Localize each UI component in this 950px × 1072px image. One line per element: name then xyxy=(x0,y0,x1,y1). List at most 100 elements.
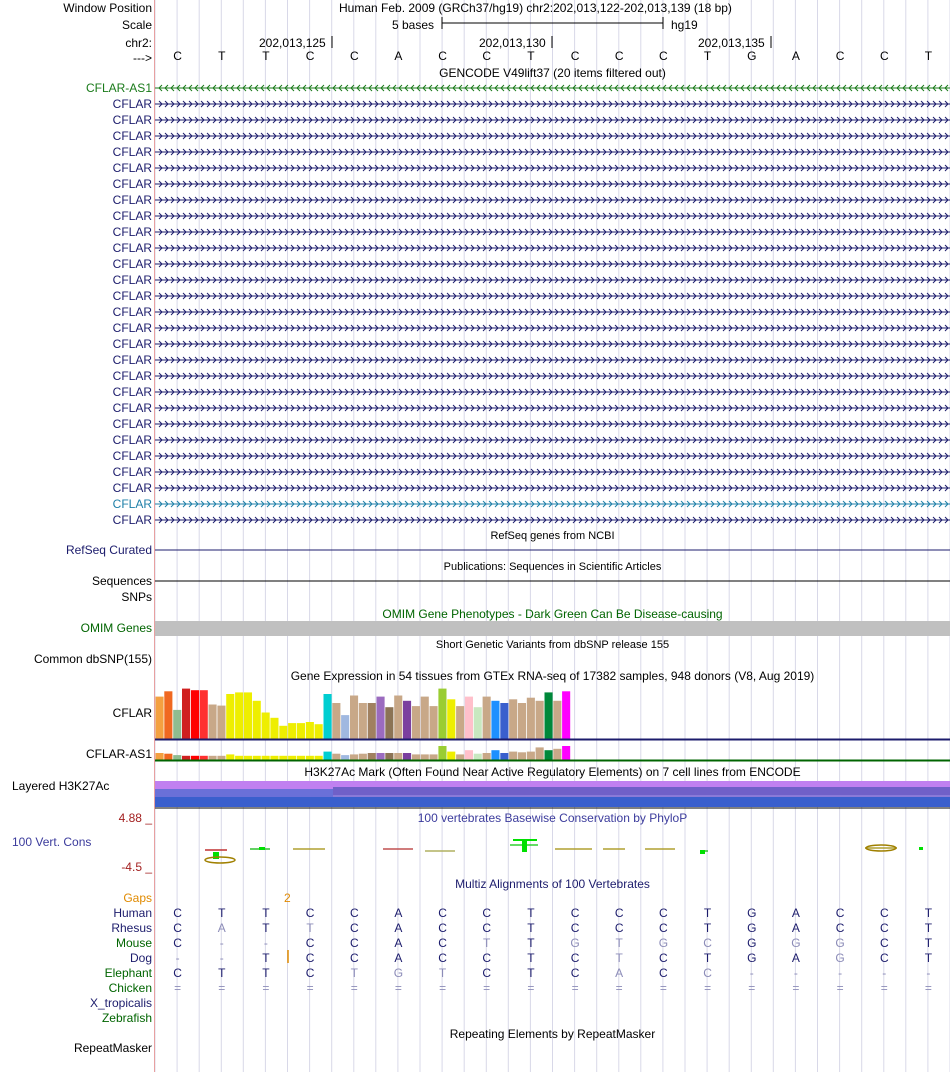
alignment-base: A xyxy=(394,921,403,935)
gtex-cflar-bar xyxy=(226,694,235,739)
gtex-cflar-as1-bar xyxy=(226,754,235,760)
gtex-cflar-bar xyxy=(385,707,394,739)
alignment-base: = xyxy=(571,981,579,995)
reference-base: C xyxy=(879,49,889,63)
gtex-cflar-as1-bar xyxy=(429,754,438,760)
gencode-transcript xyxy=(155,180,950,188)
omim-genes-label[interactable]: OMIM Genes xyxy=(80,621,152,635)
gtex-cflar-bar xyxy=(394,695,403,739)
alignment-base: C xyxy=(703,936,712,950)
gtex-cflar-label[interactable]: CFLAR xyxy=(112,706,152,720)
repeatmasker-label[interactable]: RepeatMasker xyxy=(73,1041,152,1055)
gencode-transcript-label[interactable]: CFLAR-AS1 xyxy=(85,81,152,95)
gencode-transcript xyxy=(155,196,950,204)
gtex-cflar-bar xyxy=(314,724,323,739)
species-label: Dog xyxy=(129,951,152,965)
gencode-transcript-label[interactable]: CFLAR xyxy=(112,497,152,511)
gencode-transcript-label[interactable]: CFLAR xyxy=(112,161,152,175)
gencode-transcript xyxy=(155,468,950,476)
gencode-transcript-label[interactable]: CFLAR xyxy=(112,401,152,415)
phylop-mark xyxy=(259,847,265,850)
ruler-position-2: 202,013,130 xyxy=(479,36,546,50)
gencode-transcript-label[interactable]: CFLAR xyxy=(112,305,152,319)
alignment-base: C xyxy=(173,921,182,935)
gencode-transcript-label[interactable]: CFLAR xyxy=(112,113,152,127)
gtex-cflar-bar xyxy=(464,696,473,739)
gencode-transcript-label[interactable]: CFLAR xyxy=(112,257,152,271)
gencode-transcript-label[interactable]: CFLAR xyxy=(112,337,152,351)
gtex-cflar-as1-label[interactable]: CFLAR-AS1 xyxy=(85,747,152,761)
gtex-cflar-as1-bar xyxy=(482,753,491,760)
gtex-cflar-bar xyxy=(323,694,332,739)
gencode-transcript-label[interactable]: CFLAR xyxy=(112,385,152,399)
gtex-cflar-as1-bar xyxy=(243,755,252,760)
gencode-transcript-label[interactable]: CFLAR xyxy=(112,481,152,495)
species-label: Rhesus xyxy=(111,921,152,935)
omim-track-title: OMIM Gene Phenotypes - Dark Green Can Be… xyxy=(382,607,723,621)
alignment-base: C xyxy=(173,906,182,920)
gencode-transcript-label[interactable]: CFLAR xyxy=(112,193,152,207)
strand-arrows xyxy=(158,116,949,124)
assembly-position-text: Human Feb. 2009 (GRCh37/hg19) chr2:202,0… xyxy=(339,1,732,15)
strand-arrows xyxy=(158,196,949,204)
gtex-cflar-bar xyxy=(553,700,562,739)
gencode-transcript-label[interactable]: CFLAR xyxy=(112,369,152,383)
gencode-transcript-label[interactable]: CFLAR xyxy=(112,273,152,287)
gencode-transcript-label[interactable]: CFLAR xyxy=(112,289,152,303)
alignment-base: = xyxy=(262,981,270,995)
gtex-cflar-bar xyxy=(544,692,553,739)
gencode-transcripts[interactable] xyxy=(155,0,950,1072)
alignment-base: T xyxy=(218,966,226,980)
gencode-transcript-label[interactable]: CFLAR xyxy=(112,225,152,239)
gencode-transcript xyxy=(155,292,950,300)
gencode-transcript-label[interactable]: CFLAR xyxy=(112,417,152,431)
repeatmasker-track-title: Repeating Elements by RepeatMasker xyxy=(449,1027,656,1041)
track-image-panel[interactable]: Human Feb. 2009 (GRCh37/hg19) chr2:202,0… xyxy=(155,0,950,1072)
gencode-transcript-label[interactable]: CFLAR xyxy=(112,449,152,463)
snps-label[interactable]: SNPs xyxy=(121,590,152,604)
gencode-transcript xyxy=(155,148,950,156)
omim-bar xyxy=(155,621,950,636)
gencode-transcript-label[interactable]: CFLAR xyxy=(112,241,152,255)
alignment-base: T xyxy=(703,951,712,965)
alignment-base: T xyxy=(924,921,933,935)
gencode-transcript-label[interactable]: CFLAR xyxy=(112,177,152,191)
gencode-transcript-label[interactable]: CFLAR xyxy=(112,321,152,335)
alignment-base: T xyxy=(350,966,358,980)
species-label: Chicken xyxy=(108,981,152,995)
vert-cons-label[interactable]: 100 Vert. Cons xyxy=(12,835,92,849)
gtex-cflar-as1-bar xyxy=(500,753,509,760)
species-label: X_tropicalis xyxy=(89,996,152,1010)
gencode-transcript-label[interactable]: CFLAR xyxy=(112,129,152,143)
gencode-transcript-label[interactable]: CFLAR xyxy=(112,97,152,111)
gtex-cflar-as1-bar xyxy=(341,755,350,760)
gtex-bar-chart[interactable] xyxy=(155,0,950,1072)
gtex-cflar-as1-bar xyxy=(394,753,403,760)
gencode-transcript-label[interactable]: CFLAR xyxy=(112,209,152,223)
gtex-cflar-bar xyxy=(438,688,447,739)
gencode-transcript-label[interactable]: CFLAR xyxy=(112,513,152,527)
gencode-transcript-label[interactable]: CFLAR xyxy=(112,353,152,367)
alignment-base: T xyxy=(615,936,623,950)
gencode-transcript-label[interactable]: CFLAR xyxy=(112,433,152,447)
gencode-transcript xyxy=(155,500,950,508)
h3k27ac-track-title: H3K27Ac Mark (Often Found Near Active Re… xyxy=(304,765,801,779)
layered-h3k27ac-label[interactable]: Layered H3K27Ac xyxy=(12,779,110,793)
species-label: Mouse xyxy=(115,936,152,950)
gtex-cflar-bar xyxy=(535,700,544,739)
gtex-cflar-as1-bar xyxy=(164,753,173,760)
alignment-base: - xyxy=(175,951,180,965)
alignment-base: C xyxy=(349,906,359,920)
sequences-label[interactable]: Sequences xyxy=(91,574,152,588)
alignment-base: C xyxy=(438,936,447,950)
gtex-cflar-bar xyxy=(288,723,297,739)
common-dbsnp-label[interactable]: Common dbSNP(155) xyxy=(33,652,152,666)
alignment-base: C xyxy=(570,966,580,980)
gap-count: 2 xyxy=(284,891,291,905)
gencode-transcript-label[interactable]: CFLAR xyxy=(112,465,152,479)
refseq-curated-label[interactable]: RefSeq Curated xyxy=(65,543,152,557)
gtex-cflar-as1-bar xyxy=(526,751,535,760)
alignment-base: T xyxy=(527,921,535,935)
gencode-transcript-label[interactable]: CFLAR xyxy=(112,145,152,159)
gtex-cflar-as1-bar xyxy=(473,753,482,760)
